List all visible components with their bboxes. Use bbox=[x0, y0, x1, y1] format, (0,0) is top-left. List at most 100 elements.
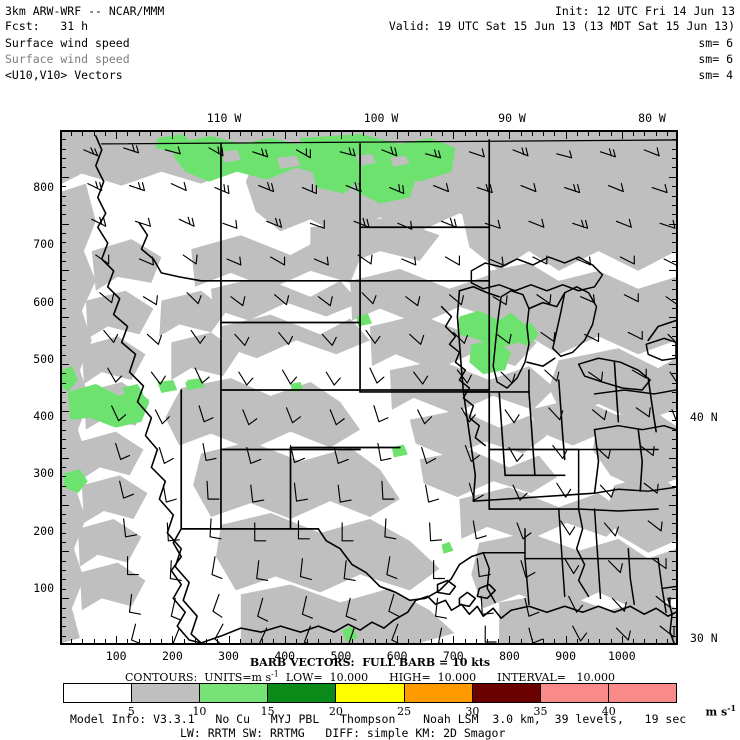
axis-tick bbox=[62, 401, 66, 403]
axis-tick bbox=[62, 345, 66, 347]
axis-tick bbox=[62, 364, 69, 366]
axis-tick bbox=[71, 132, 73, 136]
y-tick-label-200: 200 bbox=[33, 523, 54, 538]
axis-tick bbox=[172, 636, 174, 643]
axis-tick bbox=[352, 132, 354, 136]
y-tick-label-700: 700 bbox=[33, 237, 54, 252]
axis-tick bbox=[183, 132, 185, 136]
axis-tick bbox=[206, 132, 208, 136]
axis-tick bbox=[576, 132, 578, 136]
axis-tick bbox=[669, 317, 676, 319]
axis-tick bbox=[62, 570, 66, 572]
axis-tick bbox=[284, 132, 286, 139]
axis-tick bbox=[672, 261, 676, 263]
axis-tick bbox=[672, 242, 676, 244]
x-tick-label-500: 500 bbox=[330, 649, 352, 663]
axis-tick bbox=[672, 439, 676, 440]
axis-tick bbox=[442, 639, 444, 643]
axis-tick bbox=[672, 298, 676, 300]
colorbar-tick-40: 40 bbox=[601, 705, 616, 718]
axis-tick bbox=[408, 639, 410, 643]
axis-tick bbox=[669, 410, 676, 412]
wind-barb-field bbox=[83, 144, 676, 643]
axis-tick bbox=[672, 382, 676, 384]
axis-tick bbox=[62, 579, 66, 581]
x-tick-label-100: 100 bbox=[105, 649, 127, 663]
axis-tick bbox=[62, 223, 69, 225]
axis-tick bbox=[127, 639, 129, 643]
init-time: Init: 12 UTC Fri 14 Jun 13 bbox=[554, 4, 735, 18]
axis-tick bbox=[672, 635, 676, 637]
colorbar-tick-20: 20 bbox=[328, 705, 343, 718]
axis-tick bbox=[672, 485, 676, 487]
axis-tick bbox=[62, 158, 66, 160]
axis-tick bbox=[71, 639, 73, 643]
axis-tick bbox=[672, 560, 676, 562]
axis-tick bbox=[239, 639, 241, 643]
axis-tick bbox=[672, 448, 676, 450]
x-tick-label-700: 700 bbox=[442, 649, 464, 663]
axis-tick bbox=[672, 616, 676, 618]
axis-tick bbox=[62, 214, 66, 216]
axis-tick bbox=[161, 639, 163, 643]
axis-tick bbox=[385, 639, 387, 643]
axis-tick bbox=[621, 636, 623, 643]
x-tick-label-300: 300 bbox=[218, 649, 239, 663]
axis-tick bbox=[318, 132, 320, 136]
axis-tick bbox=[62, 448, 66, 450]
axis-tick bbox=[672, 495, 676, 497]
axis-tick bbox=[672, 476, 676, 478]
x-tick-label-200: 200 bbox=[161, 649, 183, 663]
axis-tick bbox=[62, 532, 66, 534]
colorbar-bin-1 bbox=[131, 684, 200, 702]
weather-map bbox=[62, 132, 676, 643]
axis-tick bbox=[531, 132, 533, 136]
lon-label: 100 W bbox=[363, 111, 399, 125]
axis-tick bbox=[672, 148, 676, 150]
axis-tick bbox=[672, 307, 676, 309]
axis-tick bbox=[62, 261, 66, 263]
model-info-line-1: Model Info: V3.3.1 No Cu MYJ PBL Thompso… bbox=[70, 712, 687, 726]
axis-tick bbox=[672, 204, 676, 206]
axis-tick bbox=[273, 639, 275, 643]
colorbar-bin-7 bbox=[539, 684, 608, 702]
axis-tick bbox=[62, 307, 66, 309]
axis-tick bbox=[554, 639, 556, 643]
y-tick-label-800: 800 bbox=[33, 180, 54, 195]
colorbar-bin-8 bbox=[607, 684, 676, 702]
axis-tick bbox=[374, 639, 376, 643]
axis-tick bbox=[194, 639, 196, 643]
axis-tick bbox=[486, 639, 488, 643]
axis-tick bbox=[453, 132, 455, 139]
model-info-line-2: LW: RRTM SW: RRTMG DIFF: simple KM: 2D S… bbox=[180, 726, 506, 740]
axis-tick bbox=[62, 242, 66, 244]
axis-tick bbox=[251, 639, 253, 643]
axis-tick bbox=[149, 132, 151, 136]
axis-tick bbox=[531, 639, 533, 643]
axis-tick bbox=[385, 132, 387, 136]
axis-tick bbox=[588, 132, 590, 136]
axis-tick bbox=[138, 132, 140, 136]
valid-time: Valid: 19 UTC Sat 15 Jun 13 (13 MDT Sat … bbox=[388, 19, 735, 33]
x-tick-label-800: 800 bbox=[499, 649, 520, 663]
axis-tick bbox=[251, 132, 253, 136]
vector-field-label: <U10,V10> Vectors bbox=[5, 68, 123, 82]
axis-tick bbox=[104, 639, 106, 643]
lat-label: 30 N bbox=[690, 631, 718, 645]
axis-tick bbox=[509, 636, 511, 643]
axis-tick bbox=[672, 158, 676, 160]
axis-tick bbox=[62, 560, 66, 562]
model-title: 3km ARW-WRF -- NCAR/MMM bbox=[5, 4, 165, 18]
barb-legend-note: BARB VECTORS: FULL BARB = 10 kts bbox=[249, 656, 491, 669]
axis-tick bbox=[62, 439, 66, 440]
axis-tick bbox=[498, 132, 500, 136]
axis-tick bbox=[672, 345, 676, 347]
axis-tick bbox=[672, 513, 676, 515]
axis-tick bbox=[430, 132, 432, 136]
axis-tick bbox=[672, 326, 676, 328]
colorbar-units-label: m s-1 bbox=[705, 704, 736, 719]
axis-tick bbox=[62, 495, 66, 497]
axis-tick bbox=[475, 132, 477, 136]
axis-tick bbox=[666, 639, 668, 643]
colorbar-bin-2 bbox=[199, 684, 268, 702]
